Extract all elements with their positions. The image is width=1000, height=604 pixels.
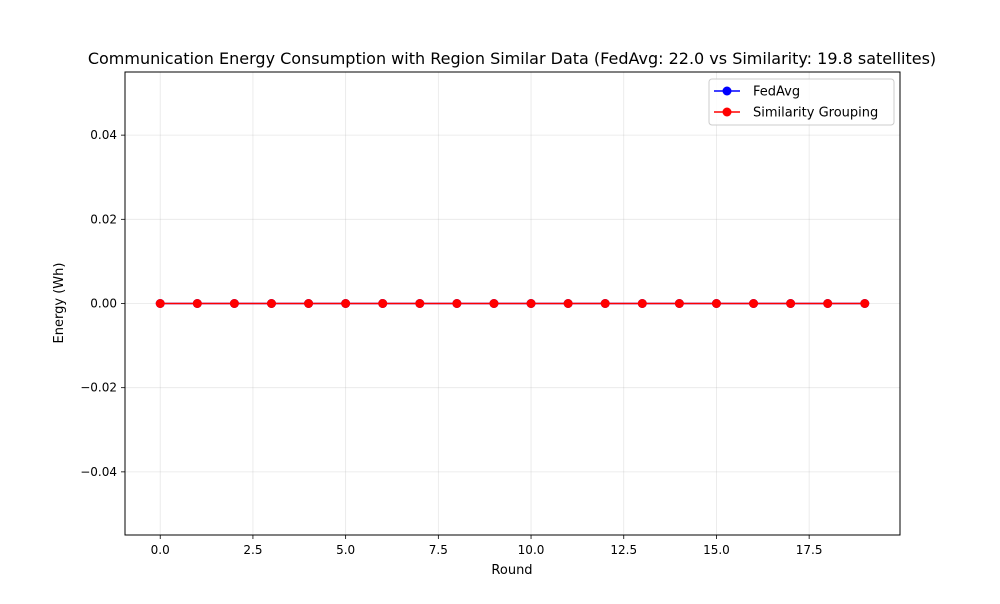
y-tick-label: −0.02 (80, 381, 117, 395)
y-tick-label: 0.04 (90, 128, 117, 142)
data-point (378, 299, 388, 308)
data-point (266, 299, 276, 308)
y-tick-label: −0.04 (80, 465, 117, 479)
data-point (823, 299, 833, 308)
x-tick-label: 10.0 (518, 543, 545, 557)
data-point (860, 299, 870, 308)
legend-label: FedAvg (753, 85, 800, 100)
x-tick-label: 15.0 (703, 543, 730, 557)
series-similarity-grouping (155, 299, 870, 308)
x-axis: 0.0 2.5 5.0 7.5 10.0 12.5 15.0 17.5 (151, 535, 823, 557)
x-tick-label: 7.5 (429, 543, 448, 557)
legend-item: Similarity Grouping (714, 106, 878, 121)
data-point (600, 299, 610, 308)
data-point (711, 299, 721, 308)
legend: FedAvg Similarity Grouping (708, 78, 895, 126)
x-axis-label: Round (491, 563, 532, 578)
data-point (229, 299, 239, 308)
chart-title: Communication Energy Consumption with Re… (88, 49, 936, 68)
legend-marker (722, 107, 732, 117)
x-tick-label: 0.0 (151, 543, 170, 557)
data-point (637, 299, 647, 308)
data-point (674, 299, 684, 308)
data-point (415, 299, 425, 308)
y-axis: −0.04 −0.02 0.00 0.02 0.04 (80, 128, 125, 479)
legend-item: FedAvg (714, 85, 800, 100)
data-point (155, 299, 165, 308)
legend-marker (722, 86, 732, 96)
data-point (452, 299, 462, 308)
data-point (341, 299, 351, 308)
legend-box (708, 78, 895, 126)
data-point (786, 299, 796, 308)
x-tick-label: 12.5 (610, 543, 637, 557)
data-point (749, 299, 759, 308)
data-point (489, 299, 499, 308)
x-tick-label: 5.0 (336, 543, 355, 557)
data-point (304, 299, 314, 308)
y-tick-label: 0.02 (90, 212, 117, 226)
x-tick-label: 2.5 (243, 543, 262, 557)
data-point (192, 299, 202, 308)
data-point (563, 299, 573, 308)
x-tick-label: 17.5 (796, 543, 823, 557)
legend-label: Similarity Grouping (753, 106, 878, 121)
y-axis-label: Energy (Wh) (52, 263, 67, 344)
y-tick-label: 0.00 (90, 297, 117, 311)
data-point (526, 299, 536, 308)
series-layer (155, 299, 870, 308)
